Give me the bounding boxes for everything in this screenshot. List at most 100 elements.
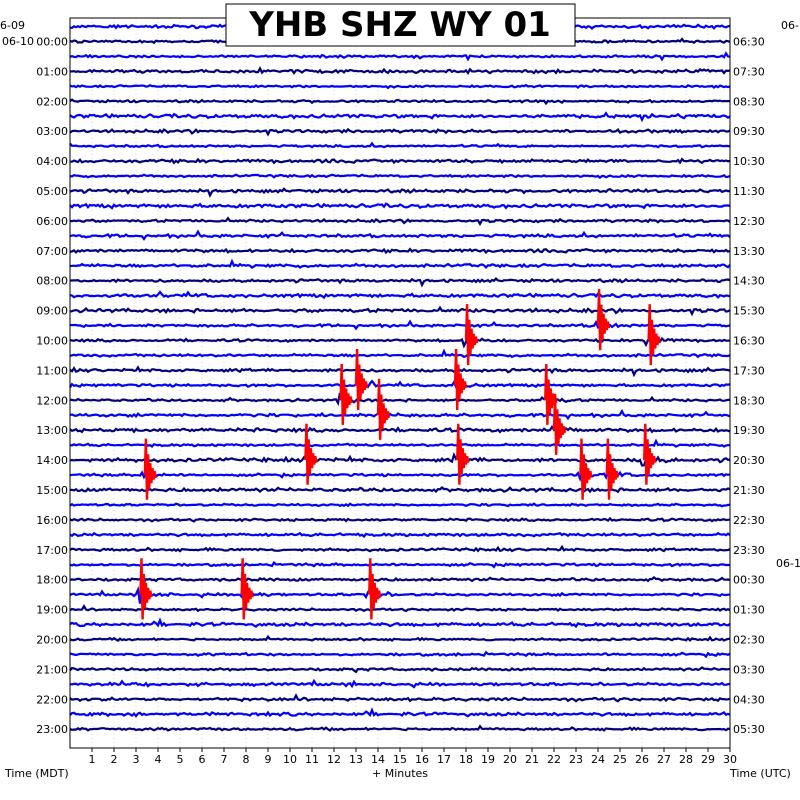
event-marker-13 bbox=[143, 438, 157, 500]
x-tick-label: 3 bbox=[133, 753, 140, 766]
trace-row-19 bbox=[69, 305, 731, 317]
chart-title: YHB SHZ WY 01 bbox=[248, 5, 551, 45]
right-hour-label: 03:30 bbox=[733, 663, 765, 676]
x-axis-ticks: 1 2 3 4 5 6 7 8 9 10 11 12 13 14 15 16 17 18 19 20 21 22 23 24 2… bbox=[89, 748, 737, 766]
trace-row-26 bbox=[69, 408, 731, 421]
trace-row-5 bbox=[69, 98, 731, 106]
x-tick-label: 15 bbox=[393, 753, 407, 766]
left-hour-label: 02:00 bbox=[36, 95, 68, 108]
right-hour-labels: 06:30 07:30 08:30 09:30 10:30 11:30 12:30 13:30… bbox=[733, 36, 765, 737]
left-hour-label: 20:00 bbox=[36, 634, 68, 647]
right-hour-label: 13:30 bbox=[733, 245, 765, 258]
left-hour-label: 17:00 bbox=[36, 544, 68, 557]
trace-row-17 bbox=[70, 277, 731, 288]
event-marker-10 bbox=[605, 438, 619, 500]
left-hour-label: 14:00 bbox=[36, 454, 68, 467]
trace-row-3 bbox=[69, 65, 731, 76]
x-tick-label: 28 bbox=[679, 753, 693, 766]
right-hour-label: 19:30 bbox=[733, 424, 765, 437]
right-hour-label: 07:30 bbox=[733, 65, 765, 78]
trace-row-15 bbox=[69, 247, 731, 255]
right-hour-label: 23:30 bbox=[733, 544, 765, 557]
x-tick-label: 25 bbox=[613, 753, 627, 766]
trace-row-23 bbox=[69, 365, 731, 378]
left-hour-label: 13:00 bbox=[36, 424, 68, 437]
trace-row-38 bbox=[69, 585, 731, 604]
x-tick-label: 12 bbox=[327, 753, 341, 766]
trace-row-12 bbox=[69, 202, 731, 210]
x-tick-label: 21 bbox=[525, 753, 539, 766]
right-hour-label: 12:30 bbox=[733, 215, 765, 228]
right-hour-label: 21:30 bbox=[733, 484, 765, 497]
title-box bbox=[225, 3, 576, 47]
trace-row-44 bbox=[69, 678, 731, 689]
trace-row-8 bbox=[69, 141, 731, 149]
left-axis-title: Time (MDT) bbox=[4, 767, 69, 780]
left-hour-label: 22:00 bbox=[36, 693, 68, 706]
trace-row-47 bbox=[69, 724, 731, 732]
trace-row-37 bbox=[69, 575, 731, 584]
x-tick-label: 9 bbox=[265, 753, 272, 766]
trace-row-46 bbox=[69, 707, 731, 718]
trace-row-30 bbox=[69, 465, 731, 483]
trace-row-25 bbox=[69, 392, 731, 407]
right-hour-label: 04:30 bbox=[733, 693, 765, 706]
event-marker-11 bbox=[643, 423, 657, 485]
trace-row-31 bbox=[69, 486, 731, 494]
right-hour-label: 11:30 bbox=[733, 185, 765, 198]
x-tick-label: 7 bbox=[221, 753, 228, 766]
right-hour-label: 02:30 bbox=[733, 634, 765, 647]
left-hour-labels: 00:00 01:00 02:00 03:00 04:00 05:00 06:00 07:00… bbox=[36, 36, 68, 737]
right-hour-label: 15:30 bbox=[733, 305, 765, 318]
right-hour-label: 06:30 bbox=[733, 36, 765, 49]
x-tick-label: 22 bbox=[547, 753, 561, 766]
right-date-label-1: 06-1 bbox=[781, 19, 800, 32]
trace-row-22 bbox=[69, 348, 731, 359]
left-hour-label: 09:00 bbox=[36, 305, 68, 318]
event-markers bbox=[139, 289, 661, 620]
x-tick-label: 24 bbox=[591, 753, 605, 766]
left-hour-label: 06:00 bbox=[36, 215, 68, 228]
trace-row-40 bbox=[69, 617, 731, 629]
right-axis-title: Time (UTC) bbox=[729, 767, 791, 780]
event-marker-2 bbox=[376, 378, 391, 440]
trace-row-2 bbox=[69, 51, 731, 62]
trace-row-11 bbox=[69, 187, 731, 198]
right-hour-label: 22:30 bbox=[733, 514, 765, 527]
trace-row-20 bbox=[69, 319, 731, 331]
right-hour-label: 00:30 bbox=[733, 574, 765, 587]
x-tick-label: 30 bbox=[723, 753, 737, 766]
x-axis-title: + Minutes bbox=[372, 767, 428, 780]
x-tick-label: 11 bbox=[305, 753, 319, 766]
trace-row-43 bbox=[69, 666, 731, 674]
event-marker-8 bbox=[596, 289, 611, 351]
event-marker-17 bbox=[368, 558, 382, 620]
trace-row-27 bbox=[69, 424, 731, 434]
event-marker-1 bbox=[354, 348, 369, 411]
left-hour-label: 16:00 bbox=[36, 514, 68, 527]
trace-row-36 bbox=[69, 560, 731, 569]
left-hour-label: 05:00 bbox=[36, 185, 68, 198]
left-hour-label: 01:00 bbox=[36, 65, 68, 78]
right-hour-label: 17:30 bbox=[733, 364, 765, 377]
right-hour-label: 14:30 bbox=[733, 275, 765, 288]
trace-row-4 bbox=[69, 83, 731, 90]
left-hour-label: 04:00 bbox=[36, 155, 68, 168]
event-marker-12 bbox=[647, 304, 661, 366]
trace-row-32 bbox=[69, 502, 731, 508]
right-hour-label: 18:30 bbox=[733, 394, 765, 407]
x-tick-label: 16 bbox=[415, 753, 429, 766]
x-tick-label: 10 bbox=[283, 753, 297, 766]
trace-row-21 bbox=[69, 336, 731, 349]
trace-row-28 bbox=[69, 438, 731, 448]
x-tick-label: 18 bbox=[459, 753, 473, 766]
left-date-label-1: 06-09 bbox=[0, 19, 25, 32]
trace-row-42 bbox=[69, 650, 731, 659]
x-tick-label: 1 bbox=[89, 753, 96, 766]
left-hour-label: 19:00 bbox=[36, 604, 68, 617]
trace-row-29 bbox=[69, 451, 731, 467]
trace-row-33 bbox=[69, 516, 731, 523]
x-tick-label: 4 bbox=[155, 753, 162, 766]
x-tick-label: 27 bbox=[657, 753, 671, 766]
